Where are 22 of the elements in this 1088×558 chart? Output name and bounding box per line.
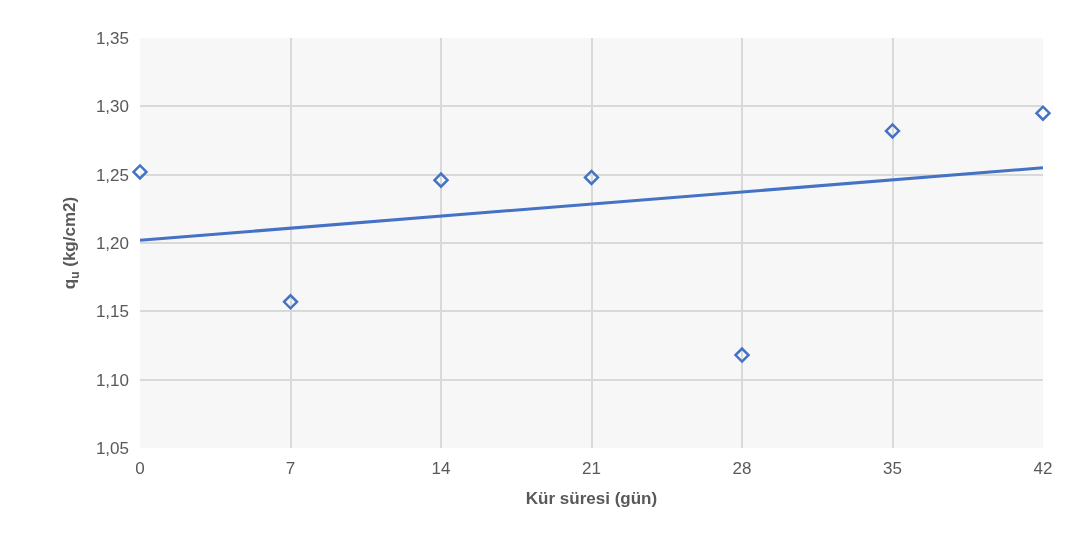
y-tick-label: 1,10 bbox=[95, 370, 129, 390]
point bbox=[884, 123, 901, 139]
point bbox=[734, 347, 750, 363]
y-tick-label: 1,20 bbox=[95, 233, 129, 253]
x-axis-title: Kür süresi (gün) bbox=[525, 489, 658, 509]
x-tick-label: 14 bbox=[431, 459, 451, 478]
y-tick-label: 1,05 bbox=[95, 438, 129, 458]
y-tick-label: 1,35 bbox=[95, 28, 129, 48]
x-tick-label: 7 bbox=[285, 459, 296, 478]
x-tick-label: 0 bbox=[135, 459, 145, 478]
point bbox=[132, 164, 148, 180]
point bbox=[1035, 105, 1051, 121]
y-tick-label: 1,15 bbox=[95, 302, 129, 322]
x-tick-label: 42 bbox=[1033, 459, 1053, 478]
x-tick-label: 28 bbox=[732, 459, 752, 478]
point bbox=[282, 294, 299, 310]
y-tick-label: 1,30 bbox=[95, 97, 129, 117]
point bbox=[583, 169, 600, 186]
x-tick-label: 21 bbox=[582, 459, 601, 478]
y-tick-label: 1,25 bbox=[95, 165, 129, 185]
x-tick-label: 35 bbox=[883, 459, 902, 478]
point bbox=[433, 172, 449, 188]
